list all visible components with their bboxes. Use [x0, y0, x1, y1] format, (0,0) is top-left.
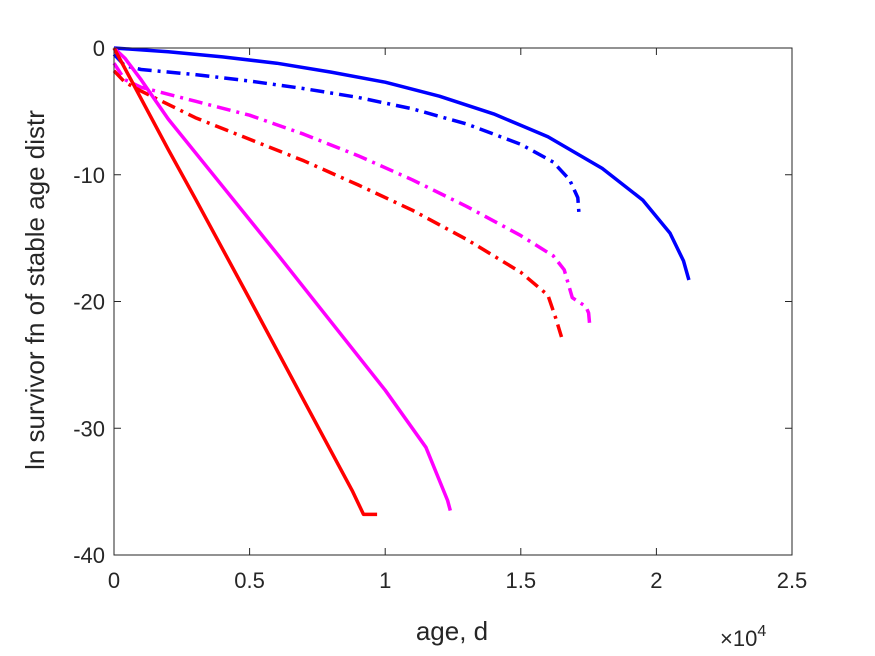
y-tick-label: -10	[73, 163, 105, 188]
y-tick-label: -40	[73, 543, 105, 568]
x-axis-exponent: ×104	[720, 623, 766, 651]
series-line-3	[112, 62, 592, 329]
x-axis-label: age, d	[416, 616, 488, 646]
series-line-5	[112, 46, 452, 512]
axes-layer: 0 0.5 1 1.5 2 2.5 0 -10 -20 -30 -40	[73, 36, 807, 593]
x-tick-label: 2	[650, 568, 662, 593]
x-tick-label: 1	[379, 568, 391, 593]
plot-area	[114, 48, 792, 555]
series-line-4	[112, 69, 564, 338]
series-line-2	[112, 53, 581, 216]
plot-background	[114, 48, 792, 555]
y-tick-label: 0	[93, 36, 105, 61]
series-line-1	[113, 46, 691, 281]
y-axis-label: ln survivor fn of stable age distr	[20, 110, 50, 470]
x-tick-label: 0.5	[234, 568, 265, 593]
series-layer	[112, 46, 691, 517]
y-tick-label: -30	[73, 416, 105, 441]
x-axis-exponent-power: 4	[757, 623, 766, 640]
x-axis-exponent-base: ×10	[720, 626, 757, 651]
series-line-6	[112, 47, 378, 517]
x-tick-label: 0	[108, 568, 120, 593]
x-tick-label: 1.5	[506, 568, 537, 593]
y-tick-label: -20	[73, 290, 105, 315]
x-tick-label: 2.5	[777, 568, 808, 593]
